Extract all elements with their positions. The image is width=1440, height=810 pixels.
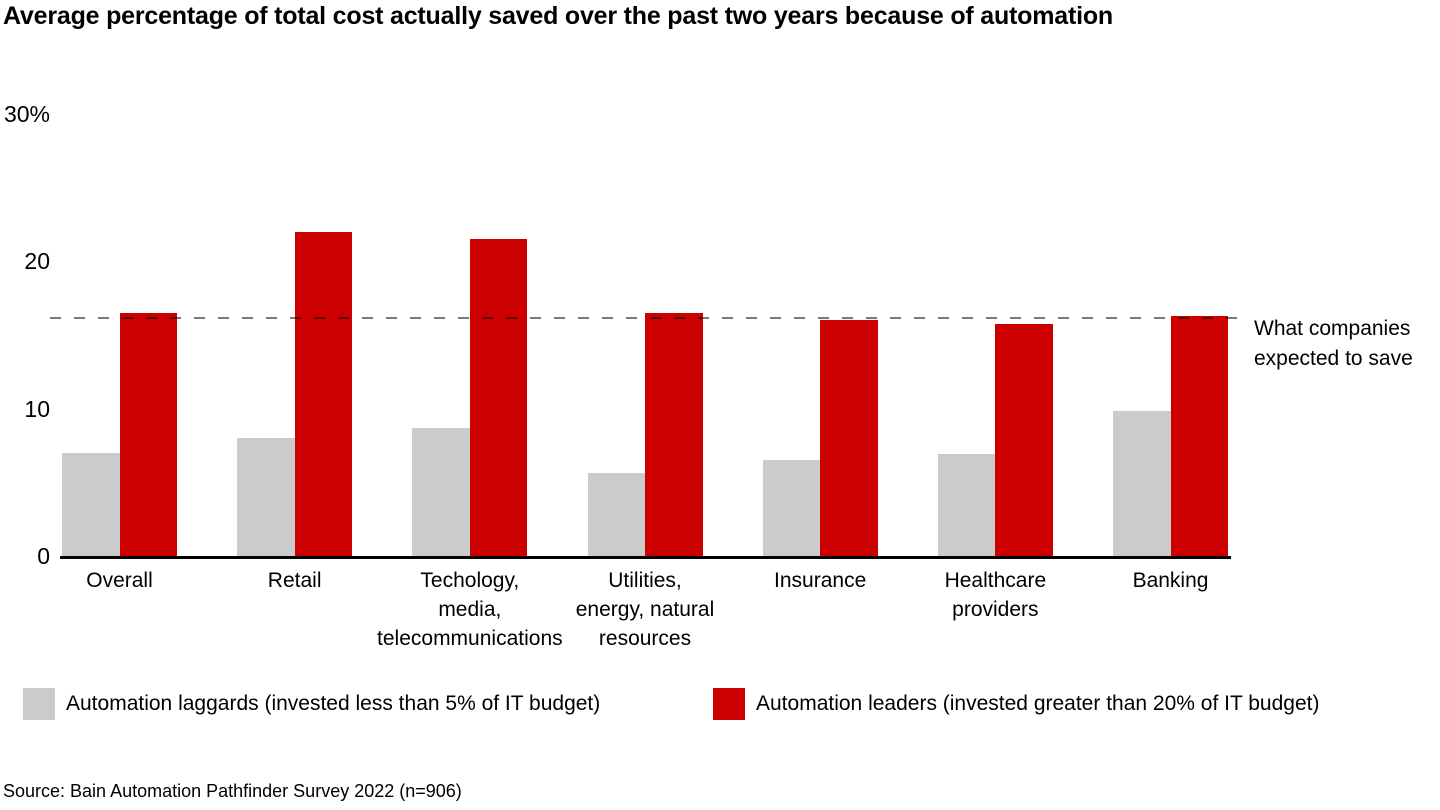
legend-item-laggards: Automation laggards (invested less than … bbox=[23, 688, 600, 720]
y-tick-0: 0 bbox=[37, 543, 50, 569]
bar-laggards-1 bbox=[237, 438, 295, 556]
bar-laggards-6 bbox=[1113, 411, 1171, 556]
bar-laggards-2 bbox=[412, 427, 470, 556]
bar-leaders-2 bbox=[469, 238, 528, 556]
bar-leaders-0 bbox=[119, 312, 177, 556]
bar-laggards-5 bbox=[937, 454, 996, 556]
x-category-label-3: Utilities, energy, natural resources bbox=[575, 569, 715, 650]
x-category-label-2: Techology, media, telecommunications bbox=[377, 569, 563, 650]
x-axis-line bbox=[60, 556, 1231, 559]
y-tick-20: 20 bbox=[24, 248, 50, 274]
x-category-label-4: Insurance bbox=[774, 569, 867, 592]
x-category-label-6: Banking bbox=[1132, 569, 1209, 592]
bar-leaders-5 bbox=[995, 324, 1053, 556]
expected-savings-dashed-line bbox=[50, 317, 1242, 319]
bar-laggards-0 bbox=[62, 452, 120, 556]
y-tick-10: 10 bbox=[24, 395, 50, 422]
expected-savings-annotation: What companies expected to save bbox=[1254, 317, 1413, 370]
bar-leaders-4 bbox=[820, 320, 878, 556]
bar-leaders-3 bbox=[645, 312, 703, 556]
chart-title: Average percentage of total cost actuall… bbox=[3, 2, 1114, 30]
leaders-swatch-icon bbox=[713, 688, 745, 720]
source-attribution: Source: Bain Automation Pathfinder Surve… bbox=[3, 781, 462, 801]
y-tick-30: 30% bbox=[3, 100, 50, 127]
laggards-swatch-icon bbox=[23, 688, 55, 720]
laggards-legend-label: Automation laggards (invested less than … bbox=[66, 692, 601, 715]
x-category-label-5: Healthcare providers bbox=[944, 569, 1047, 621]
bar-laggards-4 bbox=[762, 460, 821, 556]
bar-laggards-3 bbox=[587, 473, 645, 556]
bar-leaders-1 bbox=[294, 231, 353, 556]
leaders-legend-label: Automation leaders (invested greater tha… bbox=[756, 692, 1320, 715]
x-category-label-0: Overall bbox=[86, 569, 153, 592]
legend-item-leaders: Automation leaders (invested greater tha… bbox=[713, 688, 1319, 720]
bar-leaders-6 bbox=[1170, 315, 1229, 556]
x-category-label-1: Retail bbox=[267, 569, 322, 592]
